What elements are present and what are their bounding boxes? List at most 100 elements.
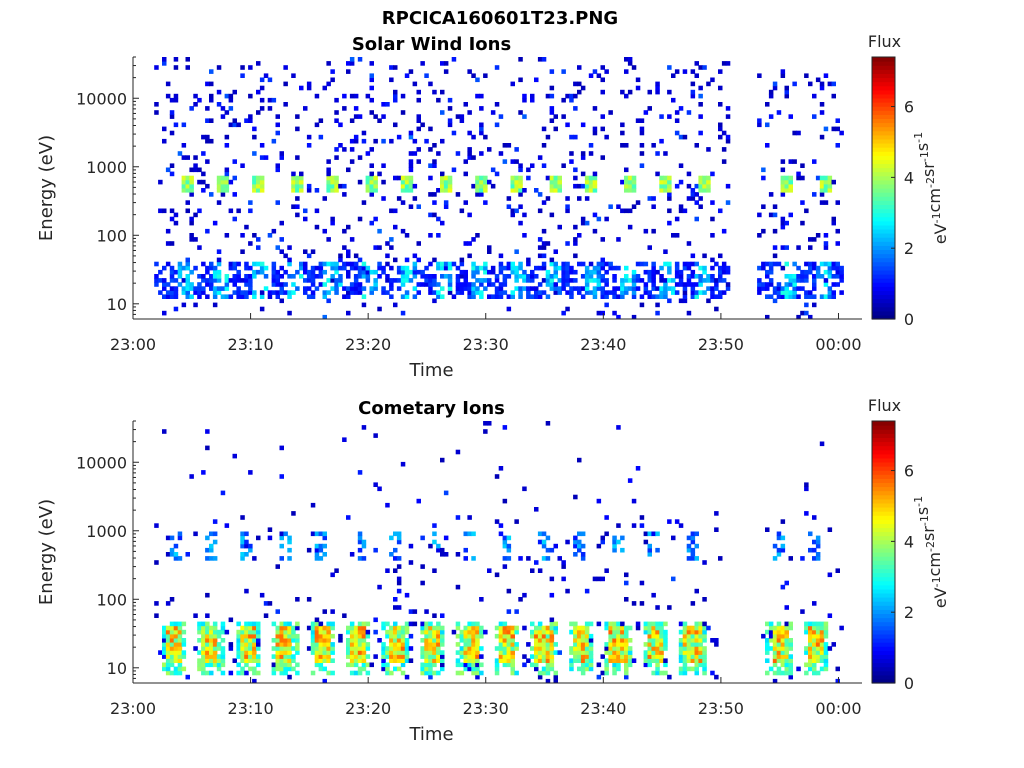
heatmap-cell bbox=[216, 629, 222, 635]
heatmap-cell bbox=[659, 265, 664, 271]
heatmap-cell bbox=[436, 670, 441, 676]
heatmap-cell bbox=[796, 294, 801, 299]
heatmap-cell bbox=[663, 642, 668, 647]
heatmap-cell bbox=[541, 143, 547, 148]
heatmap-cell bbox=[396, 654, 402, 659]
heatmap-cell bbox=[835, 666, 840, 672]
heatmap-cell bbox=[702, 646, 707, 651]
heatmap-cell bbox=[385, 654, 390, 659]
heatmap-cell bbox=[287, 654, 292, 659]
heatmap-cell bbox=[690, 552, 696, 557]
heatmap-cell bbox=[420, 646, 425, 651]
heatmap-cell bbox=[780, 290, 786, 295]
heatmap-cell bbox=[169, 110, 175, 115]
heatmap-cell bbox=[475, 670, 480, 676]
heatmap-cell bbox=[432, 531, 437, 537]
heatmap-cell bbox=[432, 200, 437, 205]
heatmap-cell bbox=[620, 143, 625, 148]
heatmap-cell bbox=[624, 638, 629, 643]
heatmap-cell bbox=[537, 531, 543, 537]
heatmap-cell bbox=[561, 278, 566, 283]
heatmap-cell bbox=[765, 646, 770, 651]
heatmap-cell bbox=[404, 592, 410, 598]
heatmap-cell bbox=[169, 633, 175, 639]
heatmap-cell bbox=[541, 650, 547, 655]
heatmap-cell bbox=[295, 196, 300, 201]
heatmap-cell bbox=[718, 269, 723, 275]
heatmap-cell bbox=[165, 601, 171, 606]
heatmap-cell bbox=[220, 286, 226, 291]
heatmap-cell bbox=[526, 257, 531, 263]
heatmap-cell bbox=[784, 650, 789, 655]
heatmap-cell bbox=[757, 122, 762, 128]
heatmap-cell bbox=[463, 102, 468, 107]
heatmap-cell bbox=[835, 261, 840, 267]
heatmap-cell bbox=[494, 633, 500, 639]
heatmap-cell bbox=[393, 208, 398, 214]
heatmap-cell bbox=[385, 629, 390, 635]
heatmap-cell bbox=[612, 638, 617, 643]
heatmap-cell bbox=[776, 261, 782, 267]
heatmap-cell bbox=[158, 179, 163, 185]
heatmap-cell bbox=[565, 588, 570, 594]
heatmap-cell bbox=[819, 188, 825, 193]
heatmap-cell bbox=[479, 151, 484, 156]
heatmap-cell bbox=[655, 638, 660, 643]
heatmap-cell bbox=[647, 269, 652, 275]
heatmap-cell bbox=[819, 642, 825, 647]
heatmap-cell bbox=[459, 261, 465, 267]
heatmap-cell bbox=[185, 278, 190, 283]
heatmap-cell bbox=[334, 183, 339, 189]
heatmap-cell bbox=[573, 241, 578, 246]
heatmap-cell bbox=[604, 261, 609, 267]
heatmap-cell bbox=[604, 646, 609, 651]
heatmap-cell bbox=[721, 228, 727, 234]
heatmap-cell bbox=[518, 204, 523, 209]
heatmap-cell bbox=[588, 654, 594, 659]
figure-title: RPCICA160601T23.PNG bbox=[382, 8, 618, 29]
heatmap-cell bbox=[483, 265, 488, 271]
panel-title: Cometary Ions bbox=[358, 398, 505, 419]
heatmap-cell bbox=[694, 183, 699, 189]
heatmap-cell bbox=[577, 183, 582, 189]
heatmap-cell bbox=[291, 204, 296, 209]
heatmap-cell bbox=[557, 278, 562, 283]
heatmap-cell bbox=[651, 638, 656, 643]
heatmap-cell bbox=[647, 547, 652, 553]
heatmap-cell bbox=[303, 208, 308, 214]
heatmap-cell bbox=[808, 642, 813, 647]
heatmap-cell bbox=[220, 646, 226, 651]
heatmap-cell bbox=[788, 642, 793, 647]
heatmap-cell bbox=[209, 118, 214, 123]
heatmap-cell bbox=[291, 625, 296, 631]
heatmap-cell bbox=[812, 670, 817, 676]
heatmap-cell bbox=[385, 633, 390, 639]
heatmap-cell bbox=[502, 265, 508, 271]
heatmap-cell bbox=[639, 515, 645, 520]
heatmap-cell bbox=[385, 621, 390, 627]
heatmap-cell bbox=[812, 547, 817, 553]
colorbar-step bbox=[872, 57, 895, 62]
heatmap-cell bbox=[216, 261, 222, 267]
heatmap-cell bbox=[209, 642, 214, 647]
heatmap-cell bbox=[804, 670, 809, 676]
heatmap-cell bbox=[381, 196, 386, 201]
heatmap-cell bbox=[475, 642, 480, 647]
heatmap-cell bbox=[240, 633, 245, 639]
heatmap-cell bbox=[326, 188, 331, 193]
heatmap-cell bbox=[330, 69, 335, 74]
heatmap-cell bbox=[389, 638, 394, 643]
heatmap-cell bbox=[216, 102, 222, 107]
heatmap-cell bbox=[678, 654, 684, 659]
heatmap-cell bbox=[510, 212, 515, 218]
heatmap-cell bbox=[385, 253, 390, 259]
heatmap-cell bbox=[796, 314, 801, 320]
heatmap-cell bbox=[177, 556, 183, 561]
heatmap-cell bbox=[373, 179, 378, 185]
heatmap-cell bbox=[173, 269, 179, 275]
heatmap-cell bbox=[663, 629, 668, 635]
heatmap-cell bbox=[804, 650, 809, 655]
heatmap-cell bbox=[173, 633, 179, 639]
colorbar-step bbox=[872, 147, 895, 152]
heatmap-cell bbox=[396, 278, 402, 283]
